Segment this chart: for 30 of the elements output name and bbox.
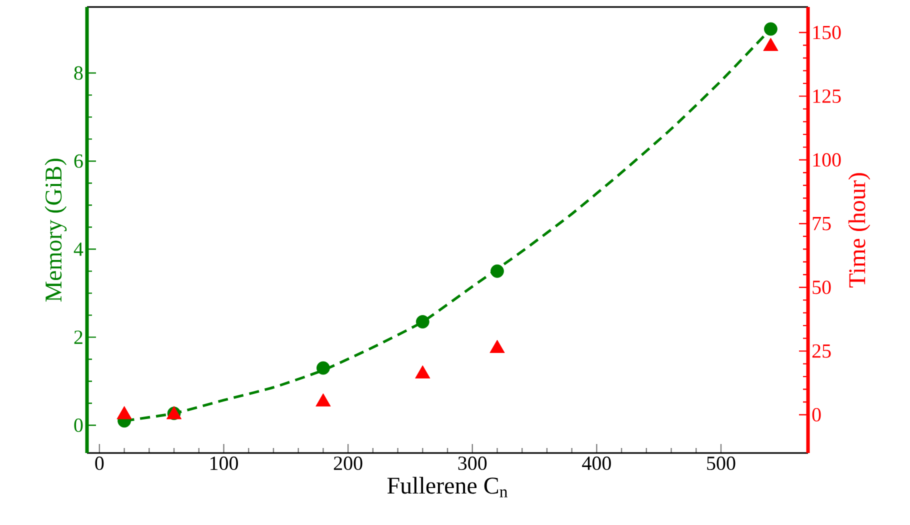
point <box>764 22 778 36</box>
x-tick-label: 100 <box>210 456 238 470</box>
point <box>316 361 330 375</box>
y-axis-title: Memory (GiB) <box>44 158 67 302</box>
point <box>316 393 331 406</box>
y-tick-label: 4 <box>74 242 84 256</box>
y2-tick-label: 0 <box>812 408 821 422</box>
x-tick-label: 400 <box>582 456 611 470</box>
y2-tick-label: 50 <box>812 280 831 294</box>
point <box>116 406 132 420</box>
y2-axis-title: Time (hour) <box>848 173 870 288</box>
point <box>490 264 504 278</box>
y-tick-label: 8 <box>74 66 83 80</box>
point <box>415 365 430 378</box>
y-tick-label: 0 <box>74 418 83 432</box>
x-tick-label: 0 <box>95 456 104 470</box>
y2-tick-label: 25 <box>812 344 831 358</box>
y2-tick-label: 125 <box>813 89 841 103</box>
point <box>490 340 505 353</box>
y2-tick-label: 75 <box>812 216 831 230</box>
y2-tick-label: 100 <box>813 153 841 167</box>
point <box>763 38 778 51</box>
x-tick-label: 200 <box>334 456 362 470</box>
y-tick-label: 2 <box>74 330 82 344</box>
point <box>416 315 430 328</box>
x-axis-title: Fullerene C$_{n}$ <box>387 476 508 498</box>
x-tick-label: 500 <box>707 456 736 470</box>
y2-tick-label: 150 <box>813 26 841 40</box>
y-tick-label: 6 <box>74 154 83 168</box>
x-tick-label: 300 <box>458 456 487 470</box>
